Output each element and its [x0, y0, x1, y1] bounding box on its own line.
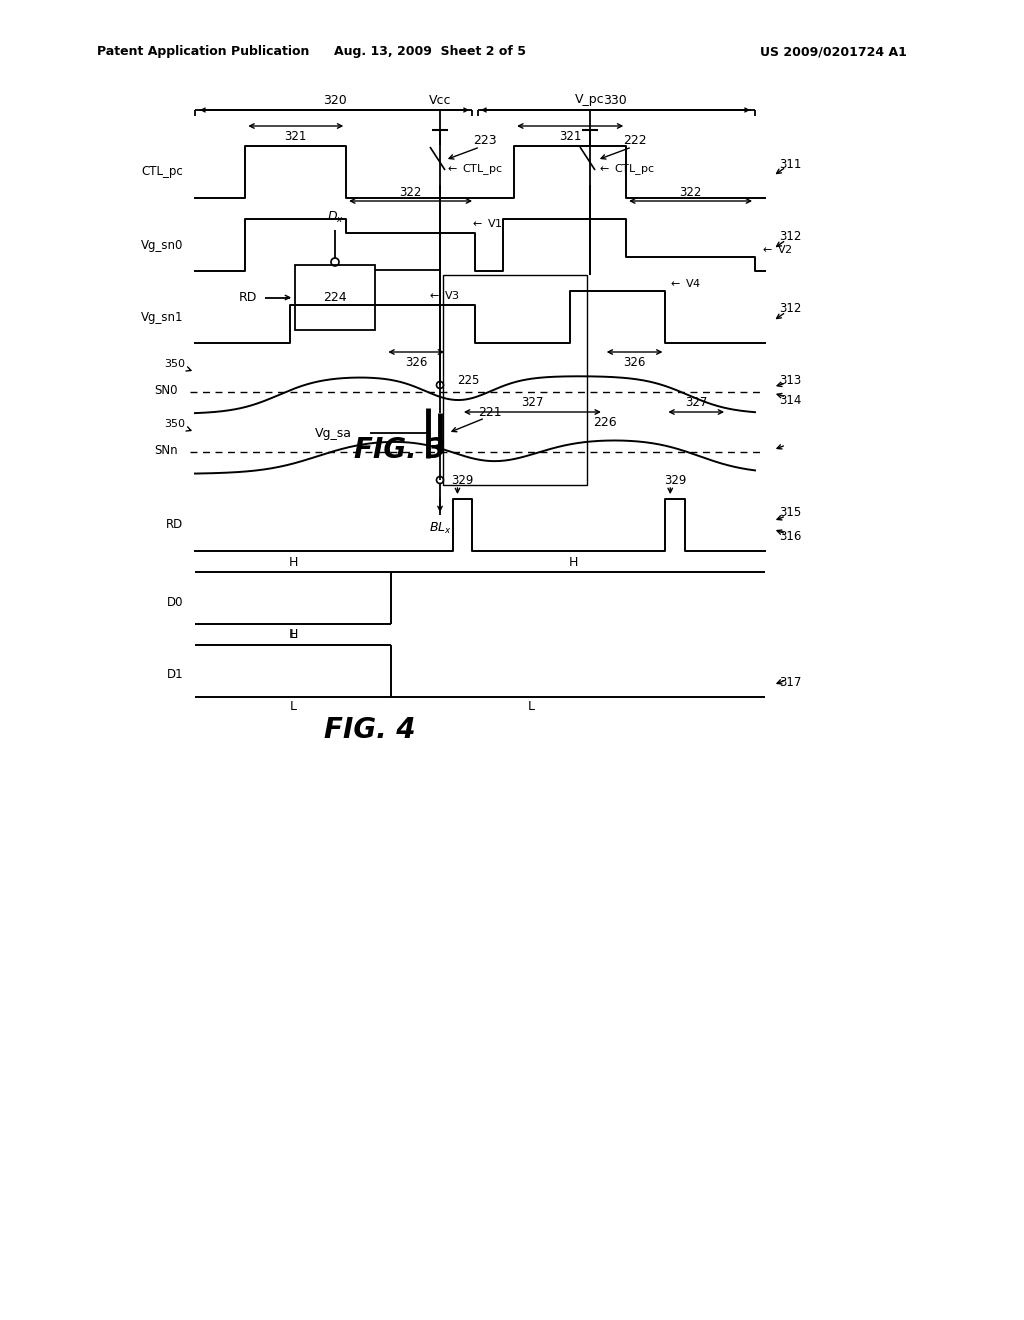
Text: 312: 312 — [779, 231, 801, 243]
Text: 322: 322 — [399, 186, 422, 198]
Text: 330: 330 — [603, 95, 627, 107]
Text: H: H — [568, 556, 578, 569]
Text: 316: 316 — [779, 531, 801, 544]
Text: FIG. 3: FIG. 3 — [354, 436, 445, 465]
Text: Patent Application Publication: Patent Application Publication — [97, 45, 309, 58]
Text: 222: 222 — [624, 133, 647, 147]
Text: 350: 350 — [164, 359, 185, 370]
Text: 223: 223 — [473, 133, 497, 147]
Text: 326: 326 — [624, 355, 646, 368]
Text: 315: 315 — [779, 507, 801, 520]
Text: 329: 329 — [452, 474, 473, 487]
Text: 321: 321 — [559, 129, 582, 143]
Text: $D_x$: $D_x$ — [327, 210, 343, 224]
Text: RD: RD — [166, 519, 183, 532]
Text: 326: 326 — [406, 355, 427, 368]
Text: Vg_sn0: Vg_sn0 — [140, 239, 183, 252]
Text: L: L — [290, 627, 297, 640]
Text: 226: 226 — [593, 416, 616, 429]
Text: SN0: SN0 — [155, 384, 178, 396]
Text: V_pc: V_pc — [575, 94, 605, 107]
Text: 322: 322 — [679, 186, 701, 198]
Text: L: L — [527, 701, 535, 714]
Text: $\leftarrow$ CTL_pc: $\leftarrow$ CTL_pc — [445, 162, 503, 177]
Text: SNn: SNn — [155, 444, 178, 457]
Text: $\leftarrow$ V3: $\leftarrow$ V3 — [427, 289, 460, 301]
Text: 311: 311 — [779, 157, 801, 170]
Bar — [295, 265, 375, 330]
Text: $BL_x$: $BL_x$ — [429, 520, 452, 536]
Text: 321: 321 — [285, 129, 307, 143]
Text: 224: 224 — [324, 290, 347, 304]
Text: CTL_pc: CTL_pc — [141, 165, 183, 178]
Text: 225: 225 — [457, 374, 479, 387]
Text: D1: D1 — [166, 668, 183, 681]
Text: 320: 320 — [324, 95, 347, 107]
Text: L: L — [290, 701, 297, 714]
Text: RD: RD — [239, 290, 257, 304]
Text: $\leftarrow$ V4: $\leftarrow$ V4 — [669, 277, 701, 289]
Text: $\leftarrow$ V1: $\leftarrow$ V1 — [470, 218, 503, 230]
Text: Vcc: Vcc — [429, 94, 452, 107]
Bar — [443, 275, 587, 484]
Text: FIG. 4: FIG. 4 — [325, 715, 416, 744]
Text: Vg_sa: Vg_sa — [315, 426, 352, 440]
Text: 350: 350 — [164, 418, 185, 429]
Text: 327: 327 — [685, 396, 708, 409]
Text: 314: 314 — [779, 393, 801, 407]
Text: 313: 313 — [779, 374, 801, 387]
Text: $\leftarrow$ CTL_pc: $\leftarrow$ CTL_pc — [597, 162, 655, 177]
Text: 329: 329 — [664, 474, 686, 487]
Text: Aug. 13, 2009  Sheet 2 of 5: Aug. 13, 2009 Sheet 2 of 5 — [334, 45, 526, 58]
Text: 317: 317 — [779, 676, 801, 689]
Text: H: H — [289, 628, 298, 642]
Text: 312: 312 — [779, 302, 801, 315]
Text: H: H — [289, 556, 298, 569]
Text: US 2009/0201724 A1: US 2009/0201724 A1 — [760, 45, 907, 58]
Text: 327: 327 — [521, 396, 544, 409]
Text: Vg_sn1: Vg_sn1 — [140, 310, 183, 323]
Text: $\leftarrow$ V2: $\leftarrow$ V2 — [760, 243, 793, 255]
Text: D0: D0 — [167, 595, 183, 609]
Text: 221: 221 — [478, 407, 502, 420]
